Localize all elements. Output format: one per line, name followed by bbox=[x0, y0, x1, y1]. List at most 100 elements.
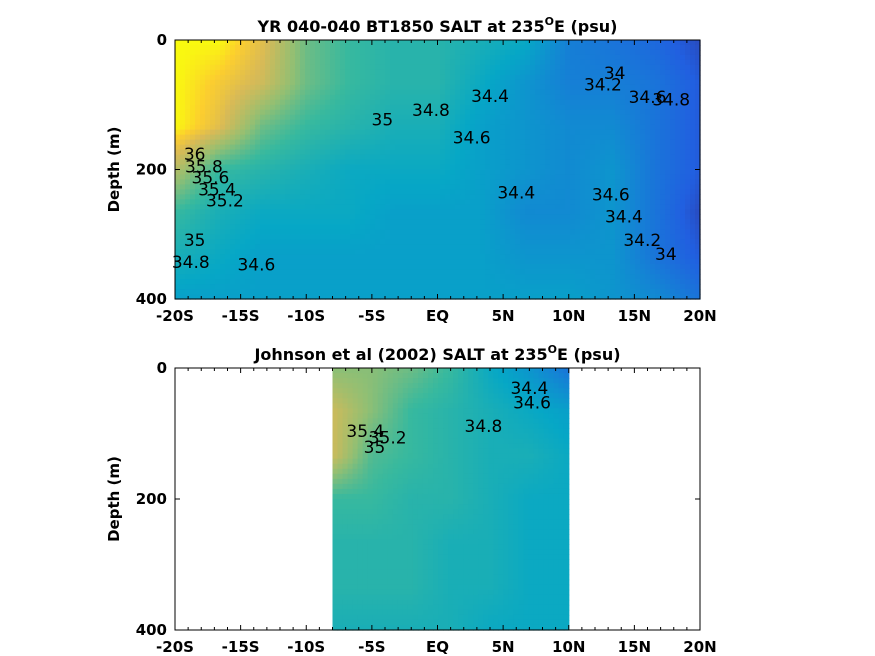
heatmap-cell bbox=[665, 189, 671, 195]
heatmap-cell bbox=[185, 184, 191, 191]
heatmap-cell bbox=[575, 59, 581, 66]
heatmap-cell bbox=[530, 219, 536, 225]
heatmap-cell bbox=[220, 189, 226, 195]
heatmap-cell bbox=[630, 109, 636, 116]
heatmap-cell bbox=[305, 119, 311, 126]
heatmap-cell bbox=[685, 234, 691, 240]
heatmap-cell bbox=[525, 84, 531, 91]
heatmap-cell bbox=[210, 129, 216, 136]
heatmap-cell bbox=[485, 129, 491, 136]
heatmap-cell bbox=[300, 234, 306, 240]
heatmap-cell bbox=[270, 179, 276, 186]
heatmap-cell bbox=[645, 209, 651, 215]
heatmap-cell bbox=[345, 214, 351, 220]
heatmap-cell bbox=[605, 54, 611, 61]
heatmap-cell bbox=[300, 44, 306, 51]
heatmap-cell bbox=[180, 269, 186, 275]
heatmap-cell bbox=[340, 64, 346, 71]
heatmap-cell bbox=[515, 144, 521, 151]
heatmap-cell bbox=[375, 169, 381, 176]
heatmap-cell bbox=[285, 199, 291, 205]
heatmap-cell bbox=[445, 224, 451, 230]
heatmap-cell bbox=[355, 234, 361, 240]
heatmap-cell bbox=[570, 44, 576, 51]
heatmap-cell bbox=[540, 229, 546, 235]
heatmap-cell bbox=[675, 159, 681, 166]
heatmap-cell bbox=[360, 49, 366, 56]
heatmap-cell bbox=[525, 94, 531, 101]
heatmap-cell bbox=[255, 144, 261, 151]
heatmap-cell bbox=[670, 239, 676, 245]
heatmap-cell bbox=[200, 189, 206, 195]
heatmap-cell bbox=[205, 149, 211, 156]
heatmap-cell bbox=[660, 69, 666, 76]
heatmap-cell bbox=[605, 139, 611, 146]
heatmap-cell bbox=[560, 234, 566, 240]
heatmap-cell bbox=[505, 154, 511, 161]
heatmap-cell bbox=[515, 254, 521, 260]
heatmap-cell bbox=[350, 104, 356, 111]
heatmap-cell bbox=[330, 229, 336, 235]
heatmap-cell bbox=[530, 109, 536, 116]
heatmap-cell bbox=[610, 104, 616, 111]
heatmap-cell bbox=[405, 59, 411, 66]
heatmap-cell bbox=[450, 119, 456, 126]
heatmap-cell bbox=[325, 224, 331, 230]
heatmap-cell bbox=[250, 144, 256, 151]
heatmap-cell bbox=[600, 219, 606, 225]
heatmap-cell bbox=[530, 224, 536, 230]
heatmap-cell bbox=[560, 129, 566, 136]
heatmap-cell bbox=[190, 174, 196, 181]
heatmap-cell bbox=[365, 174, 371, 181]
heatmap-cell bbox=[695, 74, 701, 81]
heatmap-cell bbox=[660, 159, 666, 166]
heatmap-cell bbox=[620, 164, 626, 171]
heatmap-cell bbox=[490, 109, 496, 116]
heatmap-cell bbox=[275, 84, 281, 91]
heatmap-cell bbox=[405, 194, 411, 200]
heatmap-cell bbox=[565, 259, 571, 265]
heatmap-cell bbox=[555, 89, 561, 96]
heatmap-cell bbox=[605, 204, 611, 210]
heatmap-cell bbox=[225, 54, 231, 61]
heatmap-cell bbox=[410, 194, 416, 200]
heatmap-cell bbox=[500, 239, 506, 245]
heatmap-cell bbox=[175, 259, 181, 265]
heatmap-cell bbox=[355, 59, 361, 66]
heatmap-cell bbox=[280, 254, 286, 260]
heatmap-cell bbox=[270, 74, 276, 81]
heatmap-cell bbox=[350, 99, 356, 106]
heatmap-cell bbox=[365, 164, 371, 171]
heatmap-cell bbox=[510, 244, 516, 250]
heatmap-cell bbox=[645, 64, 651, 71]
heatmap-cell bbox=[510, 169, 516, 176]
heatmap-cell bbox=[185, 194, 191, 200]
heatmap-cell bbox=[655, 44, 661, 51]
heatmap-cell bbox=[405, 79, 411, 86]
heatmap-cell bbox=[390, 239, 396, 245]
heatmap-cell bbox=[555, 199, 561, 205]
heatmap-cell bbox=[365, 234, 371, 240]
heatmap-cell bbox=[460, 69, 466, 76]
heatmap-cell bbox=[470, 219, 476, 225]
heatmap-cell bbox=[295, 139, 301, 146]
heatmap-cell bbox=[440, 144, 446, 151]
heatmap-cell bbox=[535, 129, 541, 136]
heatmap-cell bbox=[370, 184, 376, 191]
heatmap-cell bbox=[340, 209, 346, 215]
heatmap-cell bbox=[320, 40, 326, 46]
heatmap-cell bbox=[255, 234, 261, 240]
heatmap-cell bbox=[310, 239, 316, 245]
heatmap-cell bbox=[200, 64, 206, 71]
heatmap-cell bbox=[395, 79, 401, 86]
heatmap-cell bbox=[635, 179, 641, 186]
heatmap-cell bbox=[370, 119, 376, 126]
heatmap-cell bbox=[495, 154, 501, 161]
heatmap-cell bbox=[590, 149, 596, 156]
heatmap-cell bbox=[195, 54, 201, 61]
heatmap-cell bbox=[385, 139, 391, 146]
heatmap-cell bbox=[685, 69, 691, 76]
heatmap-cell bbox=[565, 164, 571, 171]
heatmap-cell bbox=[565, 109, 571, 116]
heatmap-cell bbox=[305, 164, 311, 171]
